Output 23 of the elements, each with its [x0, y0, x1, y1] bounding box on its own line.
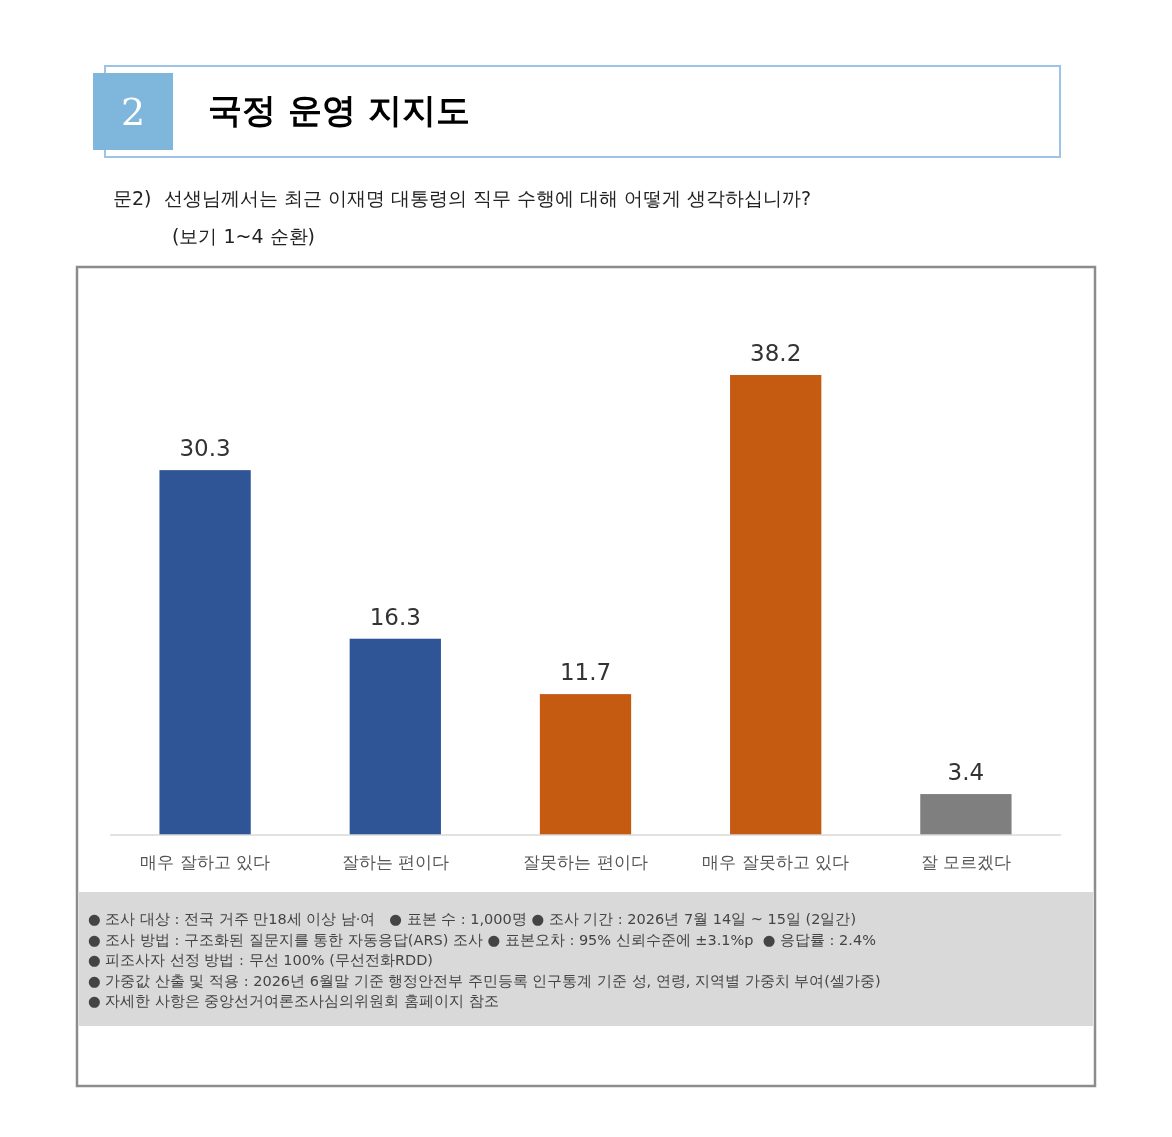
chart-title: 국정 운영 지지도 [208, 90, 470, 130]
bar [920, 794, 1012, 835]
data-label: 30.3 [179, 435, 231, 462]
x-tick-label: 매우 잘하고 있다 [140, 852, 271, 872]
text: 2 [120, 90, 146, 134]
x-tick-label: 잘 모르겠다 [920, 852, 1012, 872]
data-label: 3.4 [947, 759, 985, 786]
bar [730, 375, 822, 835]
bar [159, 470, 251, 835]
bar [349, 638, 441, 835]
chart-subtitle: 문2) 선생님께서는 최근 이재명 대통령의 직무 수행에 대해 어떻게 생각하십니까? (보기 1~4 순환) [113, 187, 811, 247]
data-label: 11.7 [559, 659, 612, 686]
data-label: 16.3 [369, 603, 421, 630]
data-label: 38.2 [750, 340, 802, 366]
text: ● 조사 대상 : 전국 거주 만18세 이상 남·여 ● 표본 수 : 1,000명 ● 조사 기간 : 2026년 7월 14일 ~ 15일 (2일간) [88, 911, 857, 927]
bar [539, 694, 632, 835]
x-tick-label: 잘하는 편이다 [341, 852, 449, 872]
text: ● 피조사자 선정 방법 : 무선 100% (무선전화RDD) [88, 952, 433, 968]
x-tick-label: 잘못하는 편이다 [523, 852, 648, 872]
x-tick-label: 매우 잘못하고 있다 [702, 852, 850, 872]
text: ● 자세한 사항은 중앙선거여론조사심의위원회 홈페이지 참조 [88, 993, 499, 1009]
text: ● 조사 방법 : 구조화된 질문지를 통한 자동응답(ARS) 조사 ● 표본오차 : 95% 신뢰수준에 ±3.1%p ● 응답률 : 2.4% [88, 931, 876, 948]
text: ● 가중값 산출 및 적용 : 2026년 6월말 기준 행정안전부 주민등록 인구통계 기준 성, 연령, 지역별 가중치 부여(셀가중) [88, 972, 881, 989]
